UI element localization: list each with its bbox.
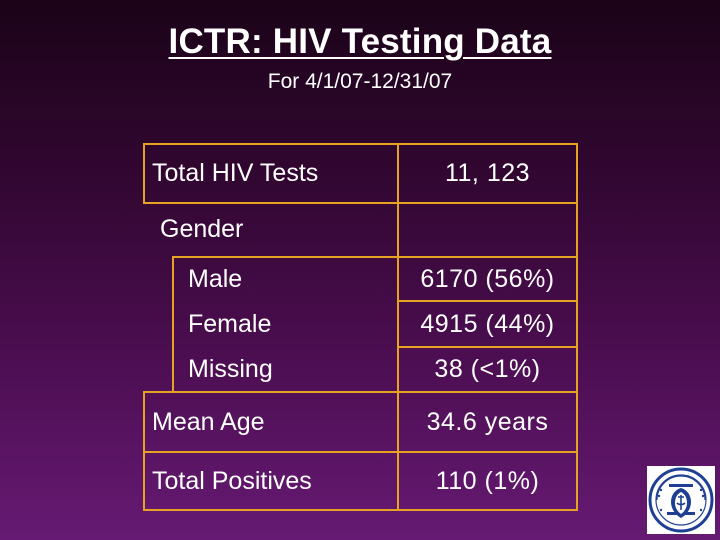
table-cell-value [397,451,578,511]
row-value-female: 4915 (44%) [420,310,555,338]
row-label-mean-age: Mean Age [152,408,265,436]
row-label-female: Female [188,310,272,338]
row-value-male: 6170 (56%) [420,265,555,293]
row-label-total-tests: Total HIV Tests [152,159,319,187]
row-value-missing: 38 (<1%) [434,355,541,383]
slide-subtitle: For 4/1/07-12/31/07 [267,70,453,93]
row-label-male: Male [188,265,243,293]
row-label-gender: Gender [160,215,244,243]
row-label-missing: Missing [188,355,273,383]
row-value-mean-age: 34.6 years [426,408,549,436]
row-value-total-tests: 11, 123 [444,159,531,187]
row-label-total-positives: Total Positives [152,467,312,495]
slide-title: ICTR: HIV Testing Data [168,22,552,61]
row-value-total-positives: 110 (1%) [435,467,540,495]
university-seal-icon [647,466,715,534]
table-cell-value [397,202,578,258]
